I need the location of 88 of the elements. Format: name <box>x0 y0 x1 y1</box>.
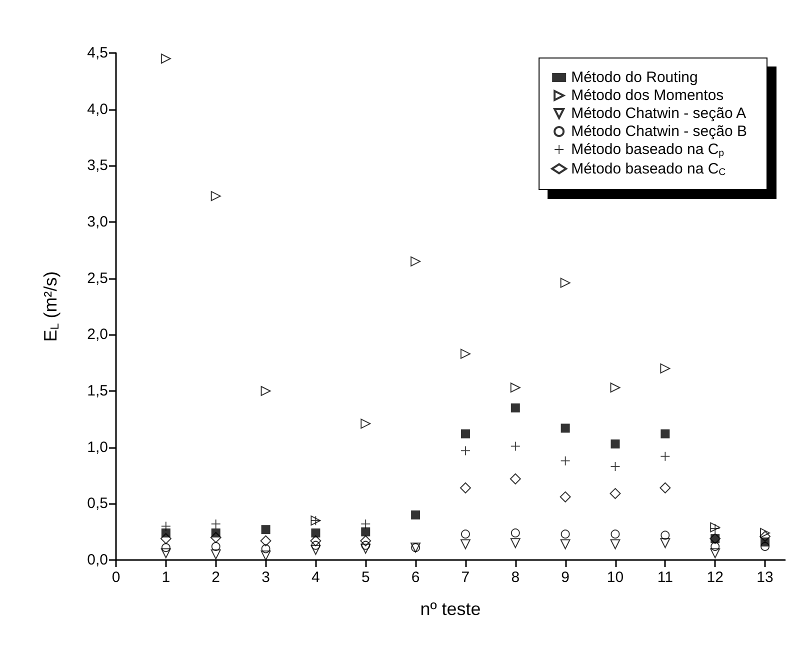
point <box>361 519 370 528</box>
x-tick-label: 12 <box>706 569 724 586</box>
point <box>610 539 620 550</box>
point <box>261 525 270 534</box>
x-tick-label: 7 <box>461 569 470 586</box>
x-tick-label: 3 <box>262 569 270 586</box>
point <box>211 542 220 551</box>
point <box>710 548 720 558</box>
point <box>560 278 570 288</box>
point <box>760 542 770 551</box>
y-tick-label: 2,5 <box>87 270 108 287</box>
y-tick-label: 0,0 <box>87 552 108 568</box>
point <box>560 491 571 502</box>
legend-label: Método do Routing <box>571 69 698 86</box>
x-tick-label: 6 <box>411 569 420 586</box>
point <box>310 535 322 546</box>
point <box>660 482 671 494</box>
point <box>510 538 520 548</box>
point <box>460 429 470 438</box>
x-tick-label: 8 <box>511 569 520 586</box>
point <box>360 535 372 546</box>
legend-label: Método Chatwin - seção A <box>571 105 746 122</box>
y-tick-label: 3,5 <box>87 157 108 174</box>
point <box>610 488 621 500</box>
y-tick-label: 4,5 <box>87 44 108 62</box>
x-tick-label: 13 <box>756 569 774 586</box>
legend-label: Método dos Momentos <box>571 87 724 104</box>
point <box>361 540 370 550</box>
point <box>610 439 620 448</box>
point <box>560 456 570 466</box>
y-axis-title: EL (m²/s) <box>40 271 62 342</box>
point <box>311 540 320 550</box>
x-tick-label: 4 <box>312 569 320 586</box>
point <box>760 530 771 542</box>
x-tick-label: 5 <box>361 569 370 586</box>
point <box>261 544 270 554</box>
point <box>510 403 520 412</box>
y-tick-label: 2,0 <box>87 326 108 344</box>
point <box>460 539 470 550</box>
point <box>160 548 171 558</box>
y-tick-label: 4,0 <box>87 100 108 118</box>
point <box>460 530 470 539</box>
point <box>311 528 320 538</box>
x-axis-title: nº teste <box>420 599 481 619</box>
y-tick-label: 0,5 <box>87 495 108 512</box>
x-tick-label: 1 <box>162 569 170 586</box>
point <box>660 530 670 540</box>
point <box>610 530 620 539</box>
point <box>361 527 370 536</box>
point <box>260 386 271 396</box>
point <box>560 530 570 539</box>
x-tick-label: 11 <box>657 569 673 586</box>
legend-label: Método Chatwin - seção B <box>571 123 747 140</box>
point <box>660 363 670 374</box>
point <box>411 510 420 520</box>
x-tick-label: 10 <box>606 569 624 586</box>
point <box>660 452 670 461</box>
point <box>710 542 720 551</box>
x-tick-label: 2 <box>212 569 220 586</box>
point <box>560 539 570 550</box>
point <box>660 538 670 548</box>
point <box>360 544 371 554</box>
point <box>360 418 371 429</box>
point <box>410 256 421 266</box>
point <box>660 429 670 438</box>
point <box>510 528 520 538</box>
point <box>510 473 521 484</box>
y-tick-label: 1,0 <box>87 438 108 456</box>
x-tick-label: 9 <box>561 569 570 586</box>
y-tick-label: 3,0 <box>87 214 108 230</box>
point <box>310 544 321 555</box>
point <box>460 348 470 359</box>
point <box>161 543 170 552</box>
point <box>510 382 520 393</box>
point <box>560 424 570 433</box>
point <box>211 519 220 528</box>
point <box>260 535 272 546</box>
point <box>460 482 471 494</box>
point <box>210 191 221 202</box>
y-tick-label: 1,5 <box>87 382 108 400</box>
x-tick-label: 0 <box>112 569 120 586</box>
point <box>760 528 770 538</box>
point <box>610 382 620 393</box>
point <box>160 533 172 544</box>
point <box>260 550 271 560</box>
point <box>210 532 222 543</box>
point <box>210 549 221 560</box>
point <box>160 54 171 64</box>
